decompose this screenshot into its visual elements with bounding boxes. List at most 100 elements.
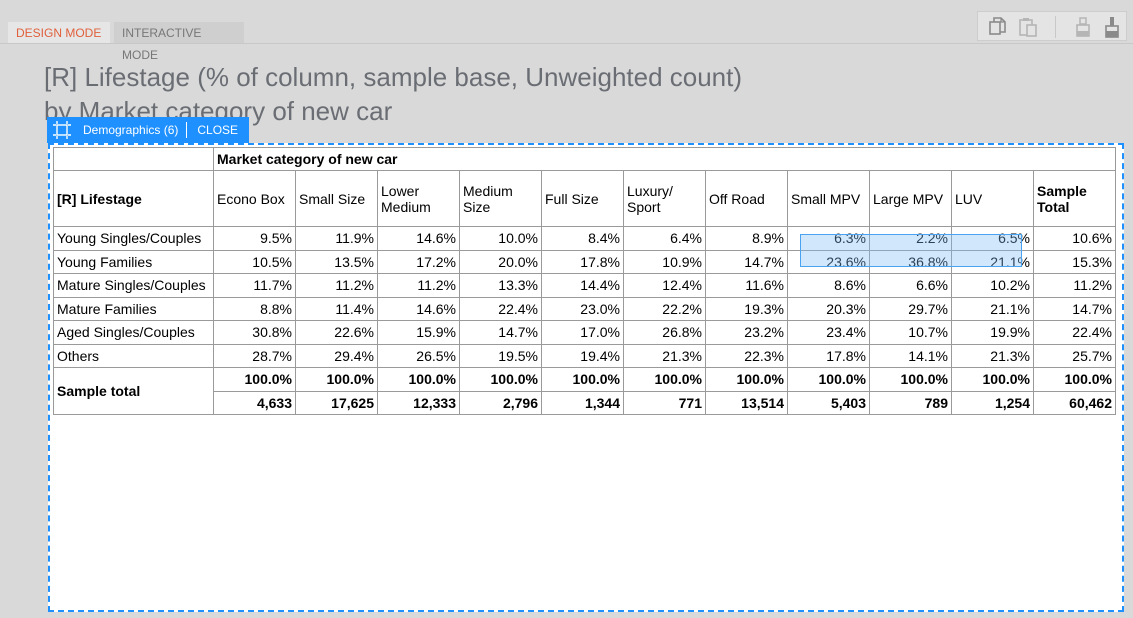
table-cell[interactable]: 17.8% bbox=[541, 249, 624, 274]
total-pct-cell[interactable]: 100.0% bbox=[459, 367, 542, 392]
total-pct-cell[interactable]: 100.0% bbox=[541, 367, 624, 392]
table-cell[interactable]: 10.5% bbox=[213, 249, 296, 274]
tab-interactive-mode[interactable]: INTERACTIVE MODE bbox=[114, 22, 244, 62]
table-cell[interactable]: 23.6% bbox=[787, 249, 870, 274]
table-cell[interactable]: 21.3% bbox=[623, 343, 706, 368]
total-pct-cell[interactable]: 100.0% bbox=[705, 367, 788, 392]
table-cell[interactable]: 21.3% bbox=[951, 343, 1034, 368]
selection-frame-icon[interactable] bbox=[47, 117, 77, 143]
table-cell[interactable]: 10.0% bbox=[459, 226, 542, 251]
table-cell[interactable]: 15.9% bbox=[377, 320, 460, 345]
table-cell[interactable]: 14.7% bbox=[705, 249, 788, 274]
table-cell[interactable]: 11.2% bbox=[295, 273, 378, 298]
total-count-cell[interactable]: 1,344 bbox=[541, 390, 624, 415]
table-cell[interactable]: 19.4% bbox=[541, 343, 624, 368]
table-cell[interactable]: 8.8% bbox=[213, 296, 296, 321]
title-line-1: [R] Lifestage (% of column, sample base,… bbox=[44, 62, 743, 92]
total-count-cell[interactable]: 4,633 bbox=[213, 390, 296, 415]
total-pct-cell[interactable]: 100.0% bbox=[295, 367, 378, 392]
total-pct-cell[interactable]: 100.0% bbox=[377, 367, 460, 392]
table-cell[interactable]: 14.7% bbox=[459, 320, 542, 345]
table-cell[interactable]: 22.4% bbox=[459, 296, 542, 321]
lock-icon[interactable] bbox=[1073, 16, 1093, 37]
total-count-cell[interactable]: 12,333 bbox=[377, 390, 460, 415]
table-cell[interactable]: 17.2% bbox=[377, 249, 460, 274]
total-pct-cell[interactable]: 100.0% bbox=[869, 367, 952, 392]
table-cell[interactable]: 6.6% bbox=[869, 273, 952, 298]
table-cell[interactable]: 12.4% bbox=[623, 273, 706, 298]
table-cell[interactable]: 29.4% bbox=[295, 343, 378, 368]
table-cell[interactable]: 11.4% bbox=[295, 296, 378, 321]
tab-design-mode[interactable]: DESIGN MODE bbox=[8, 22, 110, 44]
total-pct-cell[interactable]: 100.0% bbox=[787, 367, 870, 392]
table-row: Aged Singles/Couples 30.8% 22.6% 15.9% 14.7%… bbox=[53, 320, 1116, 345]
table-cell[interactable]: 29.7% bbox=[869, 296, 952, 321]
table-cell[interactable]: 2.2% bbox=[869, 226, 952, 251]
table-cell[interactable]: 30.8% bbox=[213, 320, 296, 345]
table-cell[interactable]: 23.4% bbox=[787, 320, 870, 345]
total-pct-cell[interactable]: 100.0% bbox=[213, 367, 296, 392]
table-cell[interactable]: 14.6% bbox=[377, 226, 460, 251]
table-cell[interactable]: 22.4% bbox=[1033, 320, 1116, 345]
total-count-cell[interactable]: 2,796 bbox=[459, 390, 542, 415]
table-cell[interactable]: 14.7% bbox=[1033, 296, 1116, 321]
table-cell[interactable]: 19.3% bbox=[705, 296, 788, 321]
table-cell[interactable]: 13.5% bbox=[295, 249, 378, 274]
total-count-cell[interactable]: 789 bbox=[869, 390, 952, 415]
total-pct-cell[interactable]: 100.0% bbox=[951, 367, 1034, 392]
table-cell[interactable]: 8.9% bbox=[705, 226, 788, 251]
total-count-cell[interactable]: 17,625 bbox=[295, 390, 378, 415]
table-cell[interactable]: 20.3% bbox=[787, 296, 870, 321]
table-cell[interactable]: 8.4% bbox=[541, 226, 624, 251]
total-count-cell[interactable]: 1,254 bbox=[951, 390, 1034, 415]
table-cell[interactable]: 14.4% bbox=[541, 273, 624, 298]
table-cell[interactable]: 8.6% bbox=[787, 273, 870, 298]
close-button[interactable]: CLOSE bbox=[197, 123, 239, 137]
table-cell[interactable]: 14.6% bbox=[377, 296, 460, 321]
table-cell[interactable]: 26.5% bbox=[377, 343, 460, 368]
brush-icon[interactable] bbox=[1102, 16, 1122, 38]
table-cell[interactable]: 14.1% bbox=[869, 343, 952, 368]
copy-icon[interactable] bbox=[987, 16, 1007, 36]
table-cell[interactable]: 6.3% bbox=[787, 226, 870, 251]
total-pct-cell[interactable]: 100.0% bbox=[623, 367, 706, 392]
table-cell[interactable]: 21.1% bbox=[951, 249, 1034, 274]
table-cell[interactable]: 11.9% bbox=[295, 226, 378, 251]
table-cell[interactable]: 23.2% bbox=[705, 320, 788, 345]
table-cell[interactable]: 17.8% bbox=[787, 343, 870, 368]
table-cell[interactable]: 6.5% bbox=[951, 226, 1034, 251]
table-cell[interactable]: 11.2% bbox=[377, 273, 460, 298]
table-cell[interactable]: 17.0% bbox=[541, 320, 624, 345]
total-count-cell[interactable]: 5,403 bbox=[787, 390, 870, 415]
table-cell[interactable]: 20.0% bbox=[459, 249, 542, 274]
table-cell[interactable]: 19.5% bbox=[459, 343, 542, 368]
table-cell[interactable]: 23.0% bbox=[541, 296, 624, 321]
table-cell[interactable]: 10.6% bbox=[1033, 226, 1116, 251]
table-cell[interactable]: 36.8% bbox=[869, 249, 952, 274]
total-count-cell[interactable]: 771 bbox=[623, 390, 706, 415]
table-cell[interactable]: 26.8% bbox=[623, 320, 706, 345]
table-cell[interactable]: 9.5% bbox=[213, 226, 296, 251]
total-count-cell[interactable]: 60,462 bbox=[1033, 390, 1116, 415]
table-cell[interactable]: 22.3% bbox=[705, 343, 788, 368]
row-label: Young Singles/Couples bbox=[53, 226, 214, 251]
total-pct-cell[interactable]: 100.0% bbox=[1033, 367, 1116, 392]
table-cell[interactable]: 11.7% bbox=[213, 273, 296, 298]
column-header: Econo Box bbox=[213, 170, 296, 227]
table-cell[interactable]: 22.6% bbox=[295, 320, 378, 345]
table-cell[interactable]: 10.9% bbox=[623, 249, 706, 274]
table-cell[interactable]: 21.1% bbox=[951, 296, 1034, 321]
table-cell[interactable]: 11.6% bbox=[705, 273, 788, 298]
table-cell[interactable]: 11.2% bbox=[1033, 273, 1116, 298]
table-cell[interactable]: 6.4% bbox=[623, 226, 706, 251]
paste-icon[interactable] bbox=[1018, 16, 1038, 37]
table-cell[interactable]: 22.2% bbox=[623, 296, 706, 321]
table-cell[interactable]: 10.2% bbox=[951, 273, 1034, 298]
table-cell[interactable]: 28.7% bbox=[213, 343, 296, 368]
total-count-cell[interactable]: 13,514 bbox=[705, 390, 788, 415]
table-cell[interactable]: 15.3% bbox=[1033, 249, 1116, 274]
table-cell[interactable]: 19.9% bbox=[951, 320, 1034, 345]
table-cell[interactable]: 25.7% bbox=[1033, 343, 1116, 368]
table-cell[interactable]: 13.3% bbox=[459, 273, 542, 298]
table-cell[interactable]: 10.7% bbox=[869, 320, 952, 345]
